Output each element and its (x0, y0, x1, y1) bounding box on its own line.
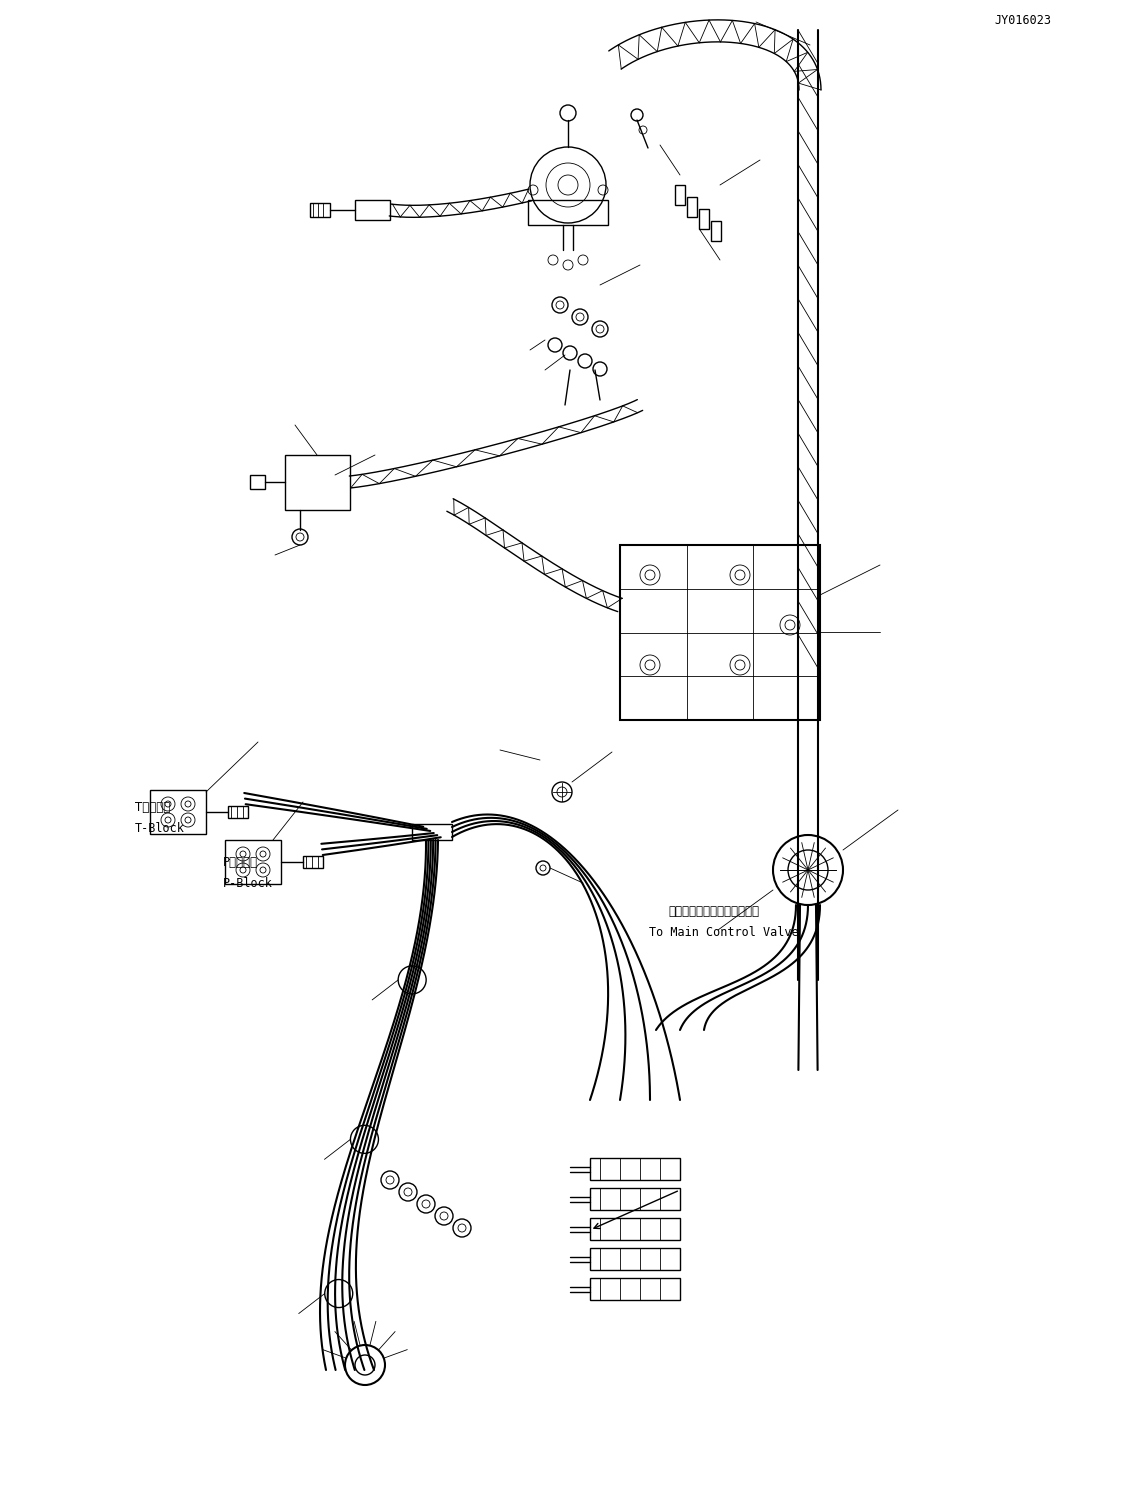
Bar (310, 203, 330, 217)
Bar (590, 1188, 680, 1211)
Bar (250, 475, 265, 488)
Bar (590, 1218, 680, 1240)
Text: Tブロック: Tブロック (135, 801, 170, 814)
Bar (700, 208, 709, 229)
Bar (590, 1158, 680, 1179)
Bar (528, 200, 608, 225)
Text: JY016023: JY016023 (994, 13, 1052, 27)
Text: T-Block: T-Block (135, 822, 185, 835)
Bar (711, 220, 721, 241)
Bar (687, 197, 697, 217)
Text: メインコントロールバルブへ: メインコントロールバルブへ (669, 905, 760, 919)
Bar (225, 840, 281, 884)
Bar (411, 823, 451, 840)
Text: Pブロック: Pブロック (223, 856, 258, 870)
Bar (150, 791, 206, 834)
Bar (676, 185, 685, 205)
Text: P-Block: P-Block (223, 877, 273, 890)
Bar (620, 545, 820, 721)
Bar (227, 806, 248, 817)
Bar (355, 200, 390, 220)
Bar (590, 1278, 680, 1300)
Bar (303, 856, 323, 868)
Bar (285, 456, 350, 511)
Bar (590, 1248, 680, 1270)
Text: To Main Control Valve: To Main Control Valve (649, 926, 799, 940)
